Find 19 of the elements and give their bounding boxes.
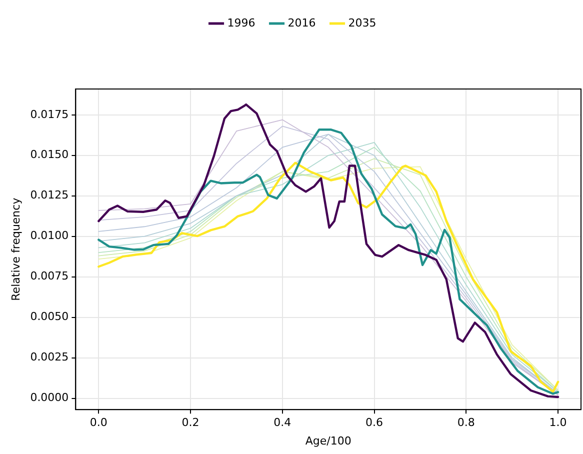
legend-label: 1996 xyxy=(227,16,256,30)
y-tick-label: 0.0175 xyxy=(30,108,69,121)
x-axis-title: Age/100 xyxy=(305,434,352,448)
x-tick-label: 0.4 xyxy=(274,416,292,430)
legend-label: 2016 xyxy=(288,16,316,30)
legend-label: 2035 xyxy=(348,16,376,30)
x-tick-label: 0.2 xyxy=(182,416,200,430)
y-tick-label: 0.0125 xyxy=(30,188,69,202)
x-tick-label: 1.0 xyxy=(549,416,567,430)
x-tick-label: 0.8 xyxy=(457,416,475,430)
y-tick-label: 0.0150 xyxy=(30,148,69,162)
x-tick-label: 0.0 xyxy=(90,416,108,430)
y-tick-label: 0.0100 xyxy=(30,229,69,242)
y-tick-label: 0.0050 xyxy=(30,310,69,324)
y-axis-title: Relative frequency xyxy=(9,197,22,301)
x-tick-label: 0.6 xyxy=(366,416,384,430)
y-tick-label: 0.0025 xyxy=(30,350,69,364)
y-tick-label: 0.0000 xyxy=(30,391,69,404)
y-tick-label: 0.0075 xyxy=(30,270,69,283)
